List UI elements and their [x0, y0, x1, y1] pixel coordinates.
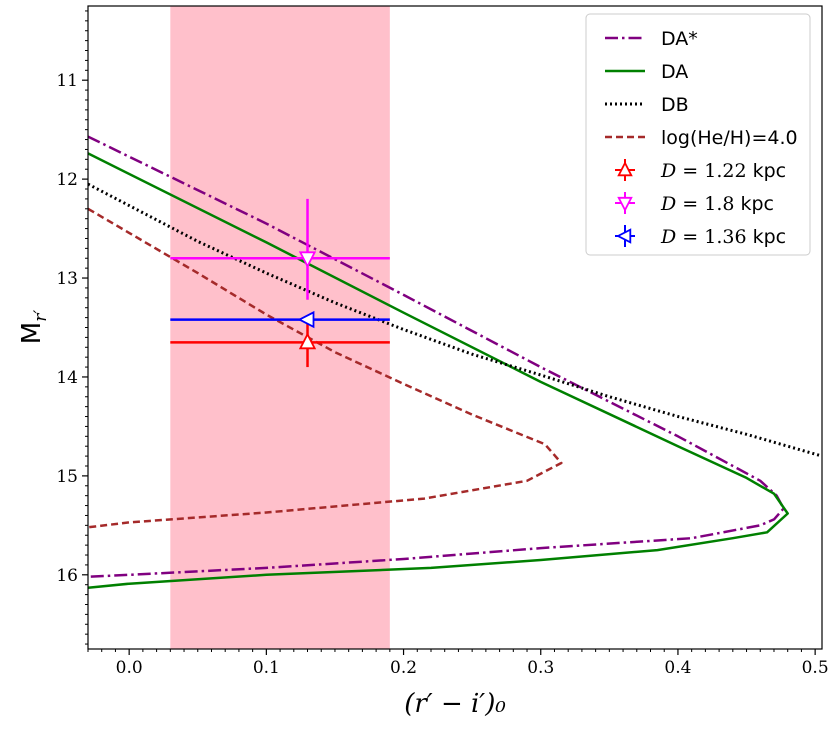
legend-entry-5: D = 1.8 kpc — [615, 192, 774, 215]
x-tick-label: 0.2 — [390, 658, 417, 678]
legend-label-6: D = 1.36 kpc — [660, 226, 786, 248]
legend-marker-6 — [616, 228, 632, 244]
legend-label-4: D = 1.22 kpc — [660, 160, 786, 182]
legend-label-2: DB — [661, 94, 689, 116]
legend-entry-4: D = 1.22 kpc — [615, 159, 786, 182]
marker-2 — [297, 310, 315, 329]
shaded-band — [170, 6, 390, 649]
series-line-2 — [88, 182, 822, 458]
y-tick-label: 12 — [56, 170, 78, 190]
legend-marker-4 — [617, 161, 633, 177]
y-tick-label: 11 — [56, 71, 78, 91]
x-tick-label: 0.4 — [664, 658, 691, 678]
axis-ticks-layer: 0.0 0.1 0.2 0.3 0.4 0.5 11 12 13 14 15 16 — [56, 10, 829, 678]
y-tick-label: 16 — [56, 566, 78, 586]
x-tick-label: 0.5 — [802, 658, 829, 678]
legend-entry-0: DA* — [605, 28, 698, 50]
marker-1 — [298, 251, 317, 269]
y-tick-label: 13 — [56, 269, 78, 289]
x-axis-label: (r′ − i′)₀ — [404, 689, 506, 719]
x-tick-label: 0.0 — [116, 658, 143, 678]
series-line-0 — [88, 135, 785, 579]
legend: DA* DA DB log(He/H)=4.0 D = 1.22 kpc D = 1.8 … — [585, 13, 811, 256]
legend-label-3: log(He/H)=4.0 — [661, 127, 798, 149]
marker-0 — [298, 332, 317, 350]
series-line-1 — [88, 152, 789, 589]
legend-entry-3: log(He/H)=4.0 — [605, 127, 798, 149]
legend-label-1: DA — [661, 61, 688, 83]
x-tick-label: 0.3 — [527, 658, 554, 678]
legend-box — [585, 13, 811, 256]
legend-label-5: D = 1.8 kpc — [660, 193, 774, 215]
y-axis-label-sub: r′ — [31, 310, 51, 322]
legend-label-0: DA* — [661, 28, 698, 50]
data-point-0 — [170, 317, 390, 368]
legend-entry-2: DB — [605, 94, 689, 116]
series-line-3 — [88, 207, 563, 529]
series-layer — [88, 135, 822, 589]
data-point-2 — [170, 310, 390, 329]
y-tick-label: 15 — [56, 467, 78, 487]
legend-entry-6: D = 1.36 kpc — [615, 225, 786, 248]
legend-entry-1: DA — [605, 61, 688, 83]
data-point-1 — [170, 198, 390, 300]
shaded-band-layer — [170, 6, 390, 649]
y-axis-label: Mr′ — [17, 310, 51, 345]
x-tick-label: 0.1 — [253, 658, 280, 678]
data-points-layer — [170, 198, 390, 368]
y-tick-label: 14 — [56, 368, 78, 388]
legend-marker-5 — [617, 196, 633, 212]
y-axis-label-main: M — [17, 322, 47, 344]
